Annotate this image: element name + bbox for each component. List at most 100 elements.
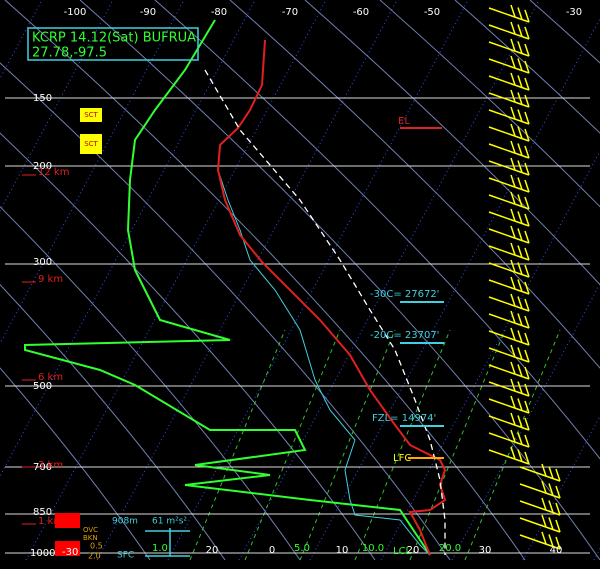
- barb-feather: [555, 502, 561, 516]
- barb-staff: [488, 126, 530, 142]
- barb-feather: [517, 432, 523, 445]
- barb-feather: [510, 259, 516, 273]
- temp-tick-label: -30: [566, 7, 582, 18]
- dry-adiabat: [0, 206, 301, 561]
- barb-staff: [488, 313, 530, 329]
- height-label: 9 km: [38, 274, 63, 285]
- barb-feather: [517, 41, 523, 54]
- barb-feather: [524, 451, 530, 465]
- barb-feather: [510, 225, 516, 239]
- barb-staff: [488, 160, 530, 176]
- barb-feather: [548, 517, 554, 530]
- barb-staff: [488, 262, 530, 278]
- dry-adiabat: [379, 0, 600, 208]
- barb-feather: [517, 160, 523, 173]
- barb-feather: [517, 245, 523, 258]
- barb-feather: [517, 58, 523, 71]
- cloud-label: 0.5: [90, 542, 103, 551]
- barb-feather: [548, 466, 554, 479]
- barb-feather: [524, 400, 530, 414]
- barb-feather: [517, 330, 523, 343]
- dry-adiabat: [0, 283, 226, 561]
- barb-staff: [488, 279, 530, 295]
- mixing-ratio: [354, 329, 451, 561]
- barb-feather: [510, 4, 516, 18]
- barb-feather: [510, 276, 516, 290]
- barb-feather: [517, 296, 523, 309]
- cloud-box: [80, 108, 102, 122]
- hodo-label: 908m: [112, 517, 138, 527]
- barb-staff: [488, 245, 530, 261]
- barb-staff: [488, 194, 530, 210]
- location: 27.78,-97.5: [32, 46, 107, 61]
- barb-feather: [517, 24, 523, 37]
- cloud-box: [80, 134, 102, 154]
- barb-feather: [517, 109, 523, 122]
- bottom-tick-label: 20: [407, 545, 420, 556]
- pressure-label: 200: [33, 161, 52, 172]
- barb-feather: [517, 126, 523, 139]
- barb-staff: [488, 177, 530, 193]
- barb-feather: [555, 519, 561, 533]
- barb-feather: [510, 89, 516, 103]
- barb-feather: [524, 94, 530, 108]
- dry-adiabat: [229, 0, 600, 369]
- hodo-label: SFC: [117, 551, 134, 561]
- barb-staff: [488, 432, 530, 448]
- barb-feather: [524, 128, 530, 142]
- cloud-label: 2.0: [88, 552, 101, 561]
- barb-feather: [510, 123, 516, 137]
- temp-tick-label: -100: [64, 7, 87, 18]
- bottom-tick-label: 5.0: [294, 543, 310, 554]
- cloud-label: BKN: [83, 534, 98, 542]
- barb-feather: [524, 162, 530, 176]
- dry-adiabat: [0, 132, 376, 561]
- barb-feather: [510, 191, 516, 205]
- barb-feather: [524, 43, 530, 57]
- barb-feather: [524, 247, 530, 261]
- barb-feather: [524, 9, 530, 23]
- barb-feather: [510, 55, 516, 69]
- bottom-tick-label: -30: [62, 547, 78, 558]
- barb-feather: [524, 77, 530, 91]
- barb-feather: [510, 38, 516, 52]
- barb-feather: [517, 228, 523, 241]
- barb-feather: [510, 293, 516, 307]
- bottom-tick-label: 1.0: [152, 543, 168, 554]
- barb-feather: [548, 500, 554, 513]
- bottom-tick-label: 10.0: [362, 543, 384, 554]
- barb-feather: [517, 211, 523, 224]
- barb-feather: [524, 26, 530, 40]
- barb-feather: [541, 497, 547, 511]
- barb-staff: [488, 347, 530, 363]
- header-box: [27, 27, 199, 61]
- barb-feather: [524, 417, 530, 431]
- barb-staff: [519, 534, 561, 550]
- barb-feather: [517, 279, 523, 292]
- barb-feather: [517, 381, 523, 394]
- barb-staff: [488, 211, 530, 227]
- barb-feather: [555, 536, 561, 550]
- pressure-label: 700: [33, 462, 52, 473]
- barb-feather: [517, 194, 523, 207]
- barb-feather: [517, 449, 523, 462]
- dry-adiabat: [0, 367, 151, 561]
- barb-feather: [510, 361, 516, 375]
- mixing-ratio: [244, 329, 341, 561]
- barb-staff: [488, 398, 530, 414]
- barb-feather: [524, 264, 530, 278]
- temp-tick-label: -90: [140, 7, 156, 18]
- level-label: -30C= 27672': [370, 289, 439, 300]
- temp-tick-label: -70: [282, 7, 298, 18]
- barb-staff: [488, 228, 530, 244]
- barb-feather: [517, 347, 523, 360]
- dewpoint-profile: [24, 19, 431, 556]
- height-label: 1 km: [38, 516, 63, 527]
- barb-feather: [517, 92, 523, 105]
- barb-feather: [510, 344, 516, 358]
- barb-feather: [524, 281, 530, 295]
- mixing-ratio: [464, 329, 561, 561]
- barb-feather: [524, 315, 530, 329]
